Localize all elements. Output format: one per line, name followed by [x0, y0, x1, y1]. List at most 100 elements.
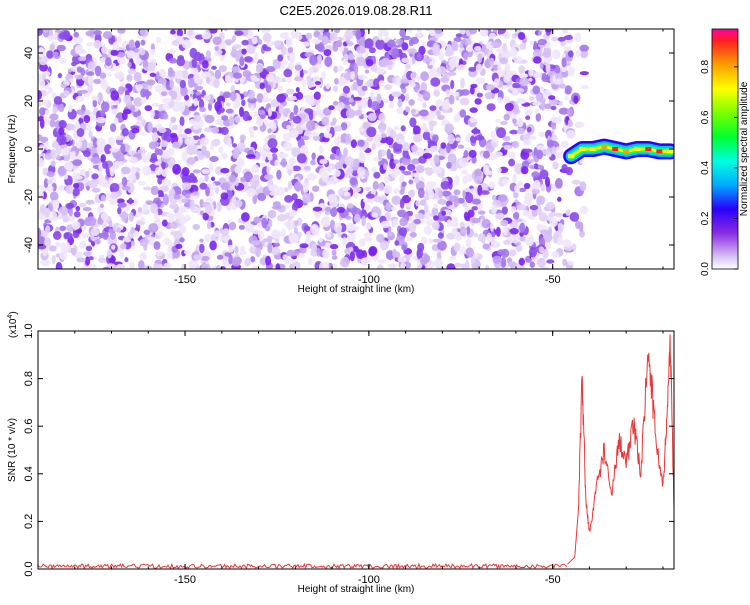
noise-blob	[96, 137, 106, 149]
noise-blob	[494, 151, 503, 157]
noise-blob	[363, 232, 372, 239]
noise-blob	[437, 232, 444, 239]
noise-blob	[533, 179, 541, 190]
noise-blob	[253, 111, 259, 118]
noise-blob	[48, 86, 53, 94]
noise-blob	[90, 156, 101, 164]
noise-blob	[495, 212, 505, 220]
noise-blob	[509, 47, 518, 59]
snr-series-line	[567, 334, 674, 565]
noise-blob	[454, 91, 460, 97]
noise-blob	[575, 49, 582, 58]
noise-blob	[301, 135, 310, 141]
noise-blob	[579, 181, 587, 192]
noise-blob	[38, 190, 44, 200]
noise-blob	[146, 79, 156, 86]
noise-blob	[344, 29, 354, 40]
noise-blob	[435, 99, 443, 109]
noise-blob	[383, 98, 389, 104]
noise-blob	[176, 57, 185, 67]
noise-blob	[102, 266, 111, 269]
noise-blob	[109, 182, 120, 192]
noise-blob	[281, 229, 286, 238]
noise-blob	[193, 114, 202, 123]
noise-blob	[156, 36, 161, 44]
signal-trace	[563, 138, 674, 165]
noise-blob	[194, 51, 202, 62]
noise-blob	[531, 188, 540, 195]
noise-blob	[398, 165, 406, 171]
noise-blob	[235, 116, 240, 124]
noise-blob	[512, 211, 520, 220]
noise-blob	[503, 144, 511, 150]
noise-blob	[46, 50, 54, 59]
noise-blob	[499, 57, 509, 65]
noise-blob	[497, 167, 502, 173]
noise-blob	[538, 131, 546, 138]
noise-blob	[253, 52, 259, 64]
noise-blob	[336, 136, 341, 141]
noise-blob	[108, 176, 114, 184]
noise-blob	[128, 197, 133, 205]
noise-blob	[174, 212, 184, 220]
noise-blob	[131, 127, 140, 134]
noise-blob	[429, 145, 440, 152]
noise-blob	[303, 185, 309, 193]
noise-blob	[319, 158, 328, 165]
noise-blob	[75, 205, 81, 212]
noise-blob	[394, 47, 399, 54]
noise-blob	[517, 32, 526, 40]
noise-blob	[127, 68, 136, 75]
noise-blob	[472, 198, 481, 205]
colorbar-tick-label: 0.6	[700, 110, 711, 124]
noise-blob	[124, 238, 132, 243]
noise-blob	[494, 78, 500, 87]
noise-blob	[181, 39, 192, 49]
noise-blob	[181, 198, 188, 203]
noise-blob	[271, 230, 282, 239]
noise-blob	[181, 150, 188, 162]
noise-blob	[133, 48, 139, 53]
noise-blob	[321, 71, 326, 80]
noise-blob	[56, 134, 65, 146]
noise-blob	[522, 209, 529, 217]
noise-blob	[364, 80, 374, 88]
noise-blob	[169, 204, 174, 209]
noise-blob	[348, 166, 353, 175]
noise-blob	[276, 169, 282, 180]
noise-blob	[142, 165, 152, 176]
noise-blob	[265, 66, 276, 73]
noise-blob	[414, 172, 420, 178]
noise-blob	[393, 188, 400, 195]
noise-blob	[489, 57, 495, 66]
noise-blob	[62, 30, 71, 41]
noise-blob	[366, 126, 377, 138]
noise-blob	[114, 135, 125, 140]
noise-blob	[384, 30, 389, 38]
noise-blob	[413, 218, 421, 225]
noise-blob	[117, 161, 125, 167]
noise-blob	[315, 103, 321, 115]
noise-blob	[99, 203, 104, 208]
noise-blob	[255, 246, 261, 258]
noise-blob	[204, 233, 213, 243]
noise-blob	[79, 202, 87, 208]
noise-blob	[279, 152, 289, 158]
noise-blob	[215, 118, 225, 126]
noise-blob	[111, 108, 118, 115]
noise-blob	[146, 200, 154, 205]
noise-blob	[57, 165, 67, 176]
noise-blob	[432, 221, 440, 231]
noise-blob	[65, 242, 71, 251]
noise-blob	[532, 85, 540, 95]
noise-blob	[91, 95, 99, 101]
noise-blob	[296, 153, 307, 164]
noise-blob	[365, 223, 372, 230]
noise-blob	[490, 130, 496, 139]
noise-blob	[147, 121, 153, 133]
noise-blob	[294, 64, 302, 71]
noise-blob	[311, 243, 318, 253]
noise-blob	[353, 213, 361, 223]
noise-blob	[179, 79, 186, 89]
noise-blob	[199, 210, 205, 216]
